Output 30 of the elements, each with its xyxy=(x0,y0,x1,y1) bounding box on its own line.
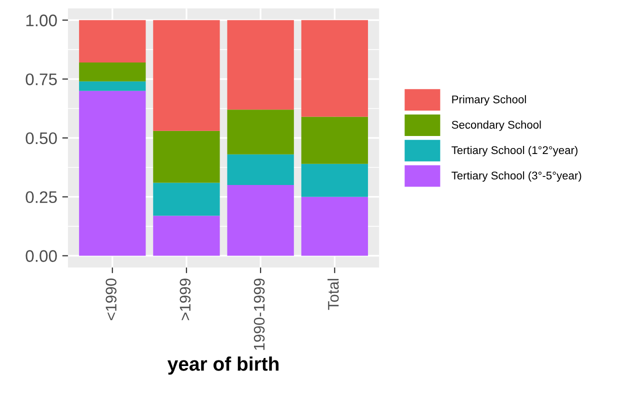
bar xyxy=(79,90,146,256)
x-axis-title: year of birth xyxy=(167,356,278,375)
x-tick-label: <1990 xyxy=(106,278,116,320)
x-tick-label: Total xyxy=(328,278,339,310)
y-tick-label: 0.50 xyxy=(26,132,57,144)
x-tick-label: 1990-1999 xyxy=(254,278,265,350)
bar xyxy=(153,20,220,131)
bar xyxy=(301,20,368,117)
legend-label: Tertiary School (1°2°year) xyxy=(452,146,578,156)
legend-label: Tertiary School (3°-5°year) xyxy=(452,171,582,182)
y-tick-label: 0.75 xyxy=(26,73,57,86)
legend-label: Secondary School xyxy=(452,120,541,131)
bar xyxy=(153,216,220,256)
bar xyxy=(301,116,368,164)
x-tick-label: >1999 xyxy=(180,278,191,320)
bar xyxy=(79,81,146,91)
bar xyxy=(227,154,294,186)
bar xyxy=(153,130,220,183)
bar xyxy=(301,196,368,256)
bar xyxy=(227,20,294,110)
bar xyxy=(227,185,294,256)
y-tick-label: 0.00 xyxy=(26,250,57,262)
bar xyxy=(301,164,368,197)
bar xyxy=(79,62,146,82)
y-tick-label: 0.25 xyxy=(26,191,57,204)
bar xyxy=(227,110,294,154)
y-tick-label: 1.00 xyxy=(26,14,57,26)
bar xyxy=(79,20,146,63)
bar xyxy=(153,182,220,216)
legend-label: Primary School xyxy=(452,95,526,106)
